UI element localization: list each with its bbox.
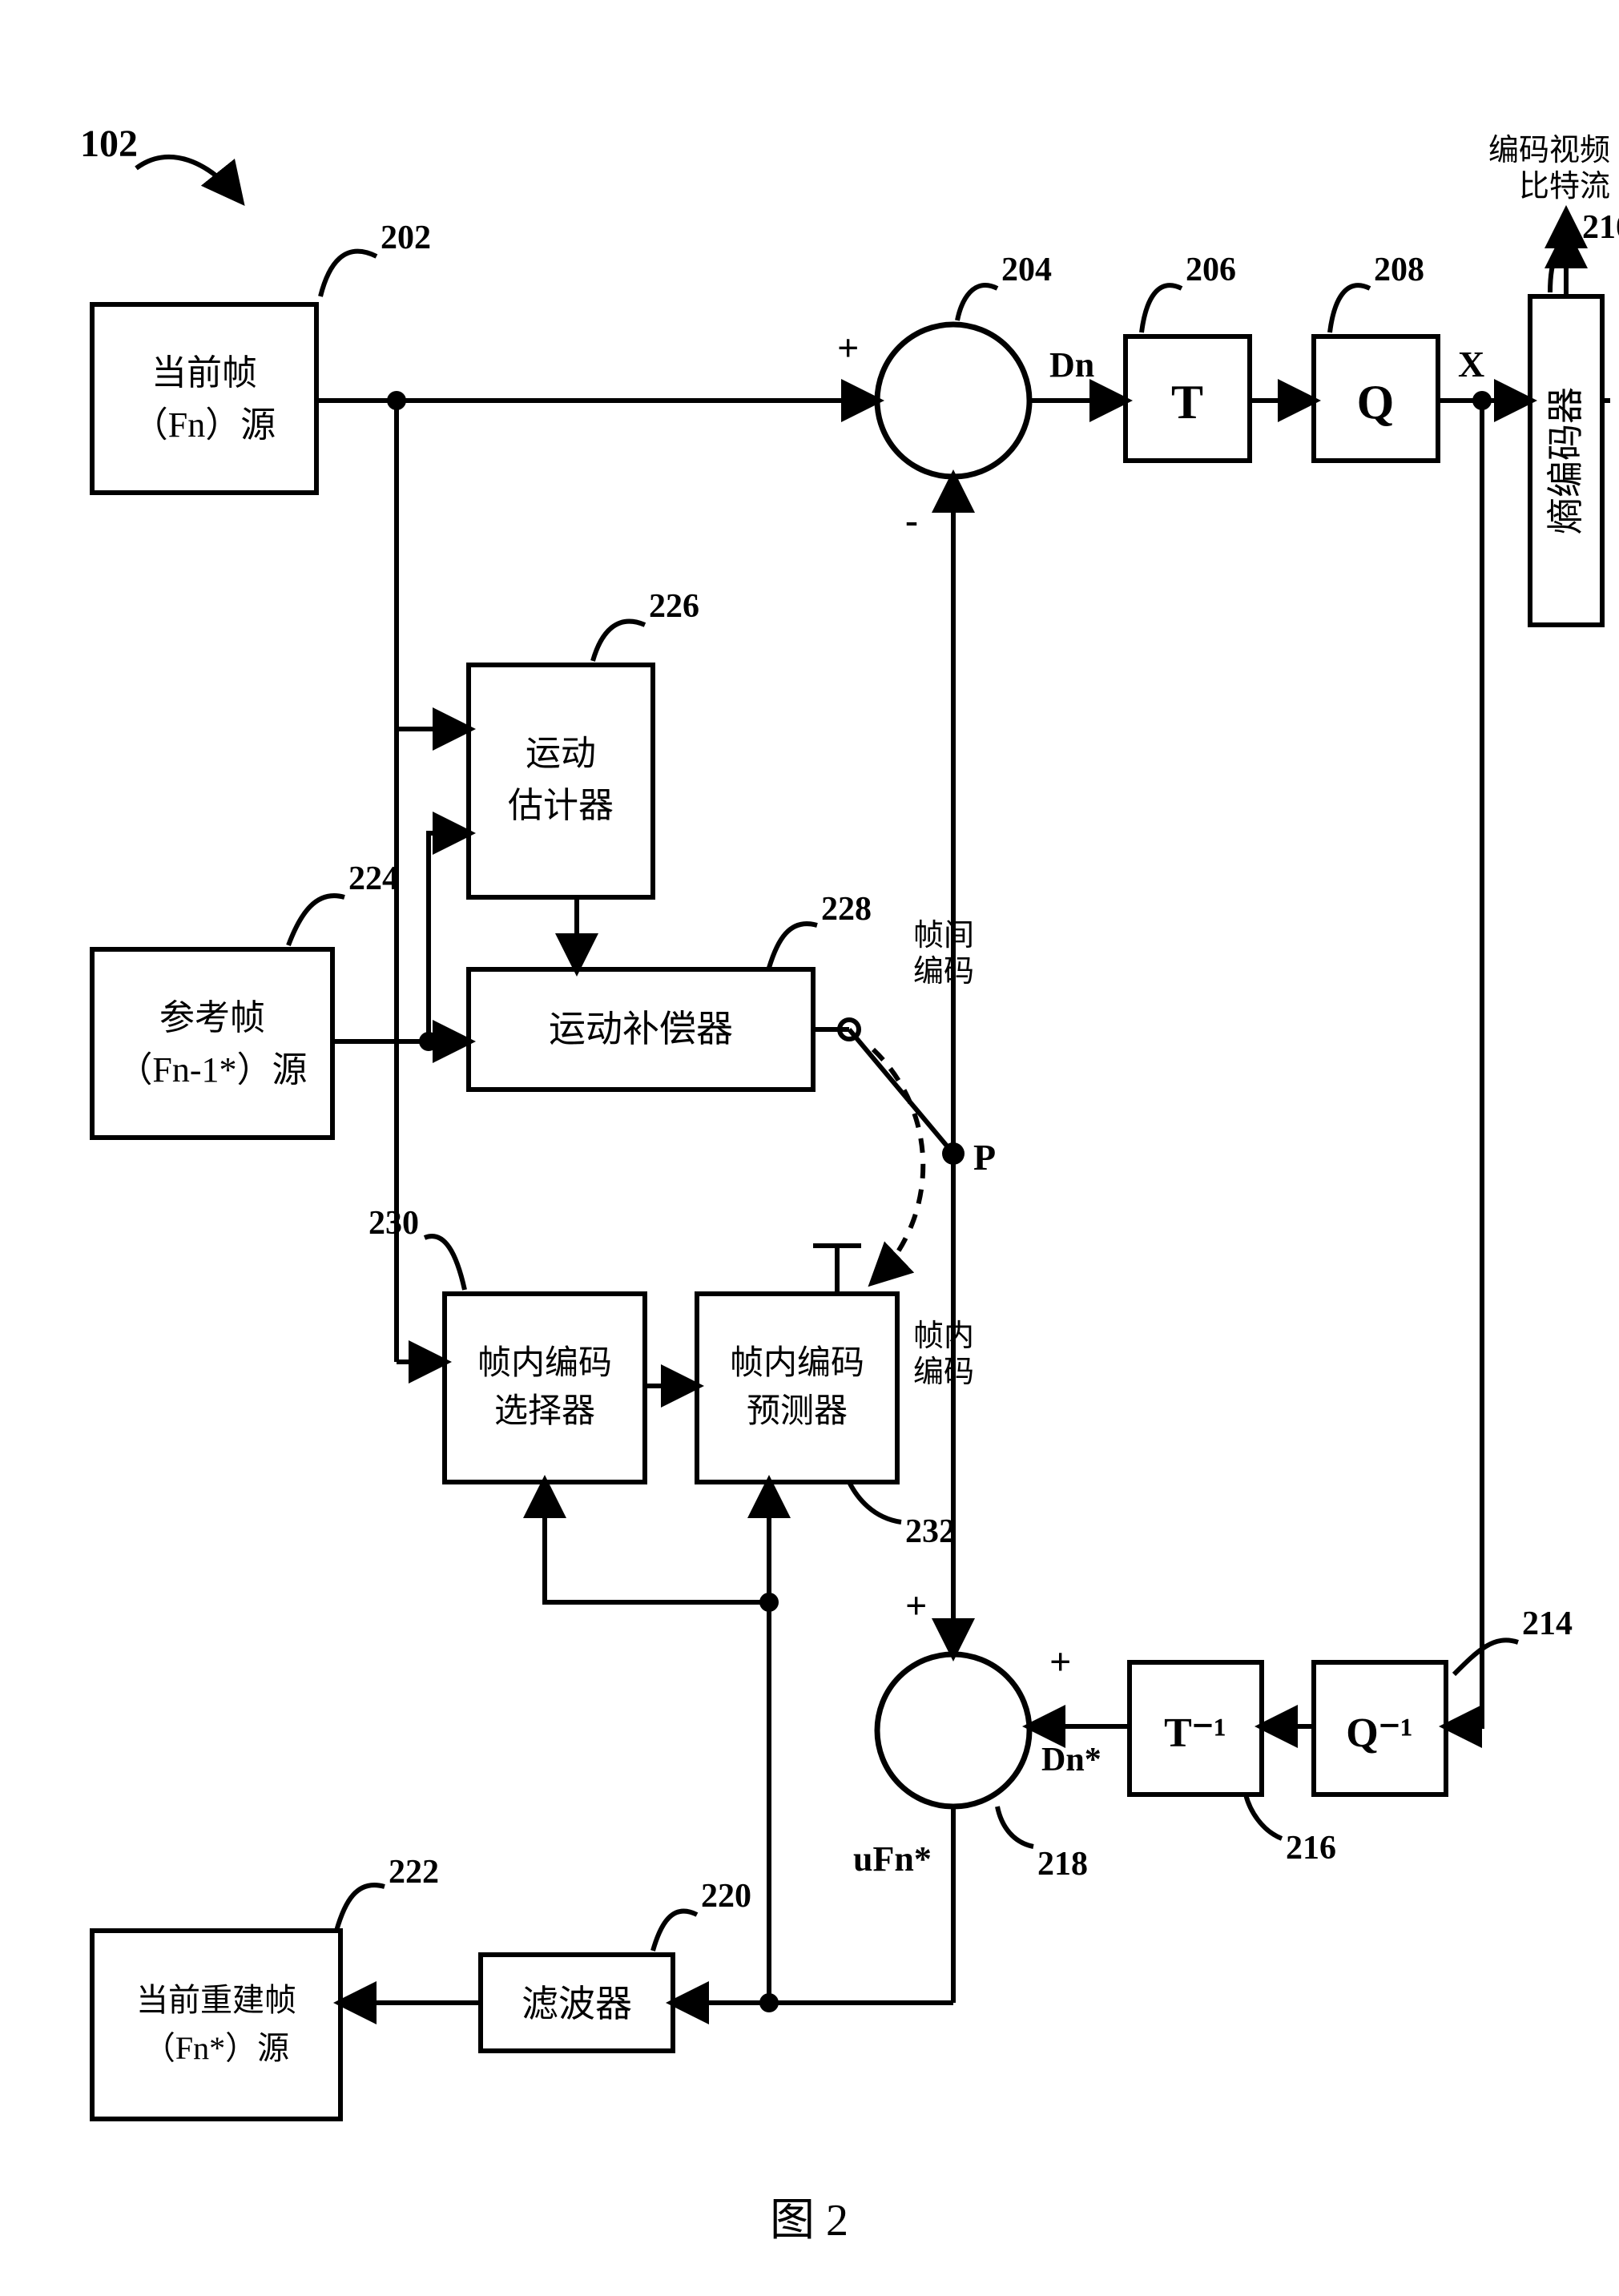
ref-102-text: 102 bbox=[80, 123, 138, 165]
ref-202-text: 202 bbox=[381, 220, 431, 256]
block-filter: 滤波器 bbox=[481, 1955, 673, 2051]
ref-232-text: 232 bbox=[905, 1513, 956, 1550]
block-reference-frame-source: 参考帧 （Fn-1*）源 bbox=[92, 949, 332, 1138]
block-intra-selector: 帧内编码 选择器 bbox=[445, 1294, 645, 1482]
ref-226-text: 226 bbox=[649, 588, 699, 625]
inter-line2: 编码 bbox=[913, 955, 974, 989]
ref-228: 228 bbox=[769, 891, 872, 968]
ref-206: 206 bbox=[1142, 252, 1236, 332]
signal-uFn: uFn* bbox=[853, 1839, 932, 1879]
ref-208-text: 208 bbox=[1374, 252, 1424, 288]
fn-src-line1: 当前帧 bbox=[151, 353, 257, 393]
ref-206-text: 206 bbox=[1186, 252, 1236, 288]
ref-214-text: 214 bbox=[1522, 1605, 1573, 1642]
block-motion-compensator: 运动补偿器 bbox=[469, 969, 813, 1090]
filter-label: 滤波器 bbox=[522, 1984, 632, 2024]
ref-218-text: 218 bbox=[1037, 1846, 1088, 1883]
ref-210-text: 210 bbox=[1582, 209, 1619, 246]
ref-216-text: 216 bbox=[1286, 1830, 1336, 1867]
sel-line1: 帧内编码 bbox=[477, 1345, 612, 1382]
ref-216: 216 bbox=[1246, 1795, 1336, 1867]
signal-P: P bbox=[973, 1137, 996, 1178]
mc-label: 运动补偿器 bbox=[549, 1009, 733, 1049]
ref-src-line1: 参考帧 bbox=[159, 998, 265, 1037]
entropy-label: 熵编码器 bbox=[1545, 387, 1586, 534]
block-quantizer: Q bbox=[1314, 336, 1438, 461]
node-subtractor bbox=[877, 324, 1029, 477]
encoder-block-diagram: 102 当前帧 （Fn）源 202 参考帧 （Fn-1*）源 224 当前重建帧… bbox=[0, 0, 1619, 2296]
ref-222-text: 222 bbox=[389, 1854, 439, 1891]
signal-Dnp: Dn* bbox=[1041, 1742, 1101, 1778]
signal-Dn: Dn bbox=[1049, 345, 1094, 385]
ref-220-text: 220 bbox=[701, 1878, 751, 1915]
me-line1: 运动 bbox=[526, 734, 596, 773]
block-transform: T bbox=[1126, 336, 1250, 461]
ref-228-text: 228 bbox=[821, 891, 872, 928]
intra-line1: 帧内 bbox=[913, 1319, 974, 1353]
block-entropy-encoder: 熵编码器 bbox=[1530, 296, 1602, 625]
pred-line2: 预测器 bbox=[747, 1393, 848, 1430]
sub-minus: - bbox=[905, 499, 918, 542]
ref-224-text: 224 bbox=[348, 860, 399, 897]
Q-label: Q bbox=[1357, 376, 1395, 429]
ref-226: 226 bbox=[593, 588, 699, 661]
block-intra-predictor: 帧内编码 预测器 bbox=[697, 1294, 897, 1482]
recon-line2: （Fn*）源 bbox=[143, 2030, 289, 2066]
Ti-label: T⁻¹ bbox=[1164, 1710, 1226, 1756]
ref-230: 230 bbox=[369, 1205, 465, 1290]
sub-plus: + bbox=[837, 327, 859, 369]
block-inverse-transform: T⁻¹ bbox=[1130, 1662, 1262, 1795]
fn-src-line2: （Fn）源 bbox=[133, 405, 276, 445]
ref-202: 202 bbox=[320, 220, 431, 296]
block-recon-frame-source: 当前重建帧 （Fn*）源 bbox=[92, 1931, 340, 2119]
node-adder bbox=[877, 1654, 1029, 1807]
ref-204: 204 bbox=[957, 252, 1052, 320]
ref-214: 214 bbox=[1454, 1605, 1573, 1674]
ref-218: 218 bbox=[997, 1807, 1088, 1883]
Qi-label: Q⁻¹ bbox=[1346, 1710, 1412, 1756]
block-inverse-quantizer: Q⁻¹ bbox=[1314, 1662, 1446, 1795]
pred-line1: 帧内编码 bbox=[730, 1345, 864, 1382]
intra-line2: 编码 bbox=[913, 1355, 974, 1389]
inter-line1: 帧间 bbox=[913, 919, 974, 953]
sel-line2: 选择器 bbox=[494, 1393, 595, 1430]
ref-222: 222 bbox=[336, 1854, 439, 1931]
ref-232: 232 bbox=[849, 1482, 956, 1550]
out-line1: 编码视频 bbox=[1488, 134, 1610, 167]
out-line2: 比特流 bbox=[1519, 170, 1610, 203]
block-current-frame-source: 当前帧 （Fn）源 bbox=[92, 304, 316, 493]
add-plus1: + bbox=[1049, 1641, 1071, 1683]
recon-line1: 当前重建帧 bbox=[136, 1982, 296, 2018]
ref-208: 208 bbox=[1330, 252, 1424, 332]
ref-230-text: 230 bbox=[369, 1205, 419, 1242]
ref-210: 210 bbox=[1550, 209, 1619, 292]
signal-X: X bbox=[1458, 344, 1484, 385]
me-line2: 估计器 bbox=[508, 786, 614, 825]
ref-220: 220 bbox=[653, 1878, 751, 1951]
block-motion-estimator: 运动 估计器 bbox=[469, 665, 653, 897]
figure-label: 图 2 bbox=[770, 2196, 848, 2246]
inter-intra-switch bbox=[813, 1020, 965, 1282]
add-plus2: + bbox=[905, 1585, 927, 1627]
ref-224: 224 bbox=[288, 860, 399, 945]
ref-src-line2: （Fn-1*）源 bbox=[117, 1050, 307, 1090]
T-label: T bbox=[1171, 376, 1203, 429]
ref-102: 102 bbox=[80, 123, 240, 200]
ref-204-text: 204 bbox=[1001, 252, 1052, 288]
